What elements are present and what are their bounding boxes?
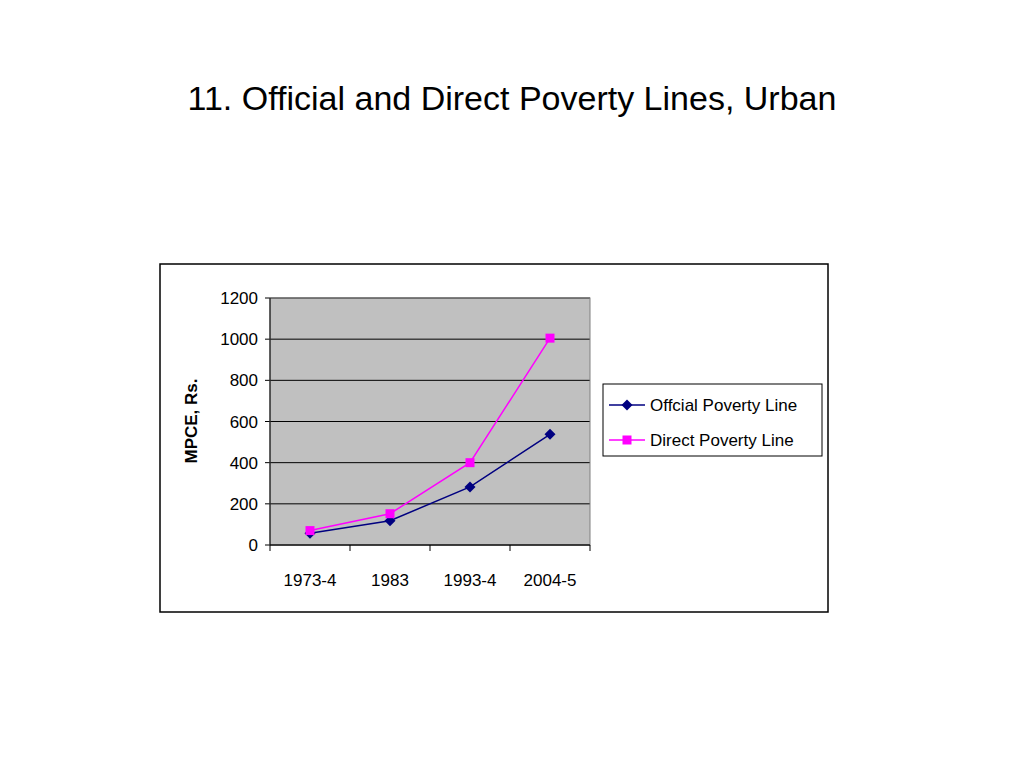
plot-border: [270, 298, 590, 545]
marker: [546, 334, 555, 343]
y-tick: [265, 545, 270, 546]
y-tick: [265, 380, 270, 381]
legend-label: Direct Poverty Line: [650, 431, 794, 450]
series-line: [310, 434, 550, 533]
marker: [545, 429, 556, 440]
marker: [386, 509, 395, 518]
title: 11. Official and Direct Poverty Lines, U…: [188, 79, 837, 117]
y-tick: [265, 462, 270, 463]
y-tick-label: 800: [230, 371, 258, 390]
y-tick: [265, 421, 270, 422]
series-line: [310, 338, 550, 530]
legend-label: Offcial Poverty Line: [650, 396, 797, 415]
legend-symbol: [622, 400, 633, 411]
chart-svg: 11. Official and Direct Poverty Lines, U…: [0, 0, 1024, 768]
marker: [306, 526, 315, 535]
legend-box: [603, 384, 822, 456]
chart-frame: [160, 264, 828, 612]
y-axis-label: MPCE, Rs.: [182, 378, 201, 463]
y-tick-label: 400: [230, 454, 258, 473]
plot-area: [270, 298, 590, 545]
grid-line: [270, 421, 590, 422]
x-tick: [430, 545, 431, 551]
legend-marker: [623, 436, 632, 445]
x-tick: [510, 545, 511, 551]
y-axis: [270, 298, 271, 545]
marker: [465, 481, 476, 492]
y-tick-label: 1200: [220, 289, 258, 308]
y-tick-label: 200: [230, 495, 258, 514]
x-tick: [350, 545, 351, 551]
y-tick: [265, 339, 270, 340]
x-tick-label: 1973-4: [284, 571, 337, 590]
x-tick-label: 2004-5: [524, 571, 577, 590]
grid-line: [270, 339, 590, 340]
x-tick: [590, 545, 591, 551]
grid-line: [270, 462, 590, 463]
y-tick-label: 0: [249, 536, 258, 555]
x-tick-label: 1983: [371, 571, 409, 590]
x-tick-label: 1993-4: [444, 571, 497, 590]
y-tick: [265, 503, 270, 504]
legend-marker: [622, 400, 633, 411]
y-tick: [265, 298, 270, 299]
data-group: [305, 334, 556, 539]
x-tick: [270, 545, 271, 551]
legend-symbol: [623, 436, 632, 445]
y-tick-label: 1000: [220, 330, 258, 349]
marker: [466, 458, 475, 467]
y-tick-label: 600: [230, 413, 258, 432]
chart-root: 11. Official and Direct Poverty Lines, U…: [0, 0, 1024, 768]
grid-line: [270, 380, 590, 381]
